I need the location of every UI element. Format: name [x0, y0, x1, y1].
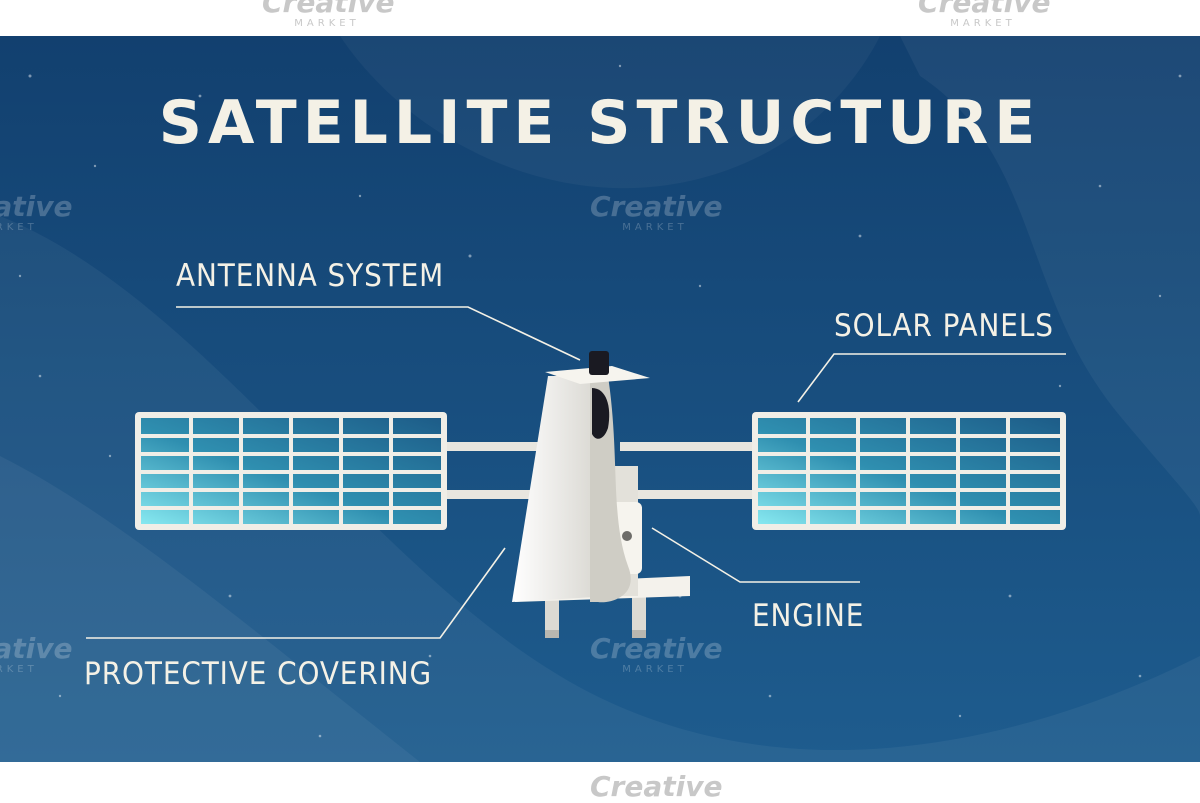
background-art [0, 36, 1200, 762]
solar-panel-right [752, 412, 1066, 530]
label-protective-covering: PROTECTIVE COVERING [84, 656, 433, 692]
label-engine: ENGINE [752, 598, 865, 634]
solar-panel-left [135, 412, 447, 530]
label-solar-panels: SOLAR PANELS [834, 308, 1054, 344]
watermark-top-right: Creative MARKET [918, 0, 1051, 29]
leader-covering [86, 547, 506, 639]
label-antenna-system: ANTENNA SYSTEM [176, 258, 445, 294]
connector-bars [440, 442, 760, 499]
leader-solar [797, 353, 1066, 403]
watermark-bottom: Creative [590, 770, 723, 803]
leader-antenna [176, 306, 581, 361]
diagram-title: SATELLITE STRUCTURE [158, 88, 1042, 158]
watermark-sub: MARKET [294, 18, 360, 29]
watermark-brand: Creative [262, 0, 395, 19]
satellite-body [512, 351, 690, 603]
leader-lines [86, 306, 1066, 639]
watermark-brand: Creative [590, 770, 723, 803]
watermark-brand: Creative [918, 0, 1051, 19]
leader-engine [651, 527, 860, 583]
satellite-illustration [86, 306, 1066, 639]
watermark-sub: MARKET [950, 18, 1016, 29]
diagram-canvas: Creative MARKET Creative MARKET Creative… [0, 36, 1200, 762]
watermark-top-left: Creative MARKET [262, 0, 395, 29]
